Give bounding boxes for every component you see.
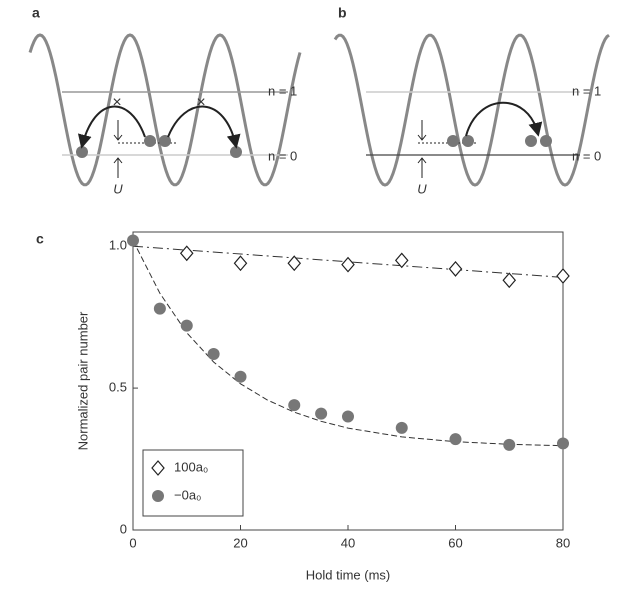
y-axis-label: Normalized pair number: [75, 311, 90, 450]
level-label: n = 1: [572, 83, 601, 98]
diamond-point: [448, 260, 463, 277]
atom: [230, 146, 242, 158]
circle-point: [234, 370, 247, 383]
panel-c: c Hold time (ms) Normalized pair number …: [36, 231, 570, 583]
x-tick-label: 20: [233, 535, 247, 550]
y-tick-label: 0: [120, 521, 127, 536]
y-tick-label: 1.0: [109, 238, 127, 253]
gap-label: U: [417, 181, 427, 196]
diamond-point: [233, 255, 248, 272]
diamond-point: [341, 256, 355, 273]
panel-label: a: [32, 5, 40, 21]
atom: [540, 135, 552, 147]
legend-box: [142, 449, 244, 517]
circle-point: [153, 302, 166, 315]
level-label: n = 1: [268, 83, 297, 98]
level-label: n = 0: [268, 148, 297, 163]
atom: [447, 135, 459, 147]
blocked-mark: ×: [112, 94, 121, 111]
circle-point: [342, 410, 354, 423]
legend-marker: [151, 460, 165, 476]
circle-point: [127, 234, 139, 247]
lattice-potential: [333, 33, 610, 187]
y-tick-label: 0.5: [109, 380, 127, 395]
gap-arrows: [417, 120, 427, 178]
circle-point: [315, 407, 328, 420]
blocked-mark: ×: [196, 94, 205, 111]
legend-label: −0a₀: [174, 487, 201, 502]
legend-label: 100a₀: [174, 459, 208, 474]
atom: [159, 135, 171, 147]
circle-point: [288, 399, 301, 412]
diamond-point: [394, 252, 409, 269]
circle-point: [503, 438, 516, 451]
x-tick-label: 80: [556, 535, 570, 550]
level-label: n = 0: [572, 148, 601, 163]
atom: [144, 135, 156, 147]
panel-label: c: [36, 231, 44, 247]
gap-label: U: [113, 181, 123, 196]
panel-label: b: [338, 5, 347, 21]
gap-arrows: [113, 120, 123, 178]
x-tick-label: 0: [129, 535, 136, 550]
diamond-point: [179, 245, 194, 262]
atom: [462, 135, 474, 147]
panel-b: b U n = 1 n = 0: [333, 5, 610, 196]
x-axis-label: Hold time (ms): [306, 567, 391, 582]
arrow: [465, 101, 543, 137]
diamond-point: [556, 268, 570, 284]
circle-point: [180, 319, 193, 332]
atom: [525, 135, 537, 147]
arrow: [167, 105, 241, 149]
x-tick-label: 60: [448, 535, 462, 550]
diamond-point: [502, 272, 517, 289]
panel-a: a × × U n = 1 n = 0: [28, 5, 302, 196]
arrow: [77, 105, 146, 149]
circle-point: [557, 437, 569, 450]
x-tick-label: 40: [341, 535, 355, 550]
circle-point: [395, 421, 408, 434]
circle-point: [449, 433, 462, 446]
atom: [76, 146, 88, 158]
circle-point: [207, 348, 220, 361]
legend-marker: [152, 490, 164, 502]
lattice-potential: [28, 33, 302, 187]
diamond-point: [287, 255, 302, 272]
